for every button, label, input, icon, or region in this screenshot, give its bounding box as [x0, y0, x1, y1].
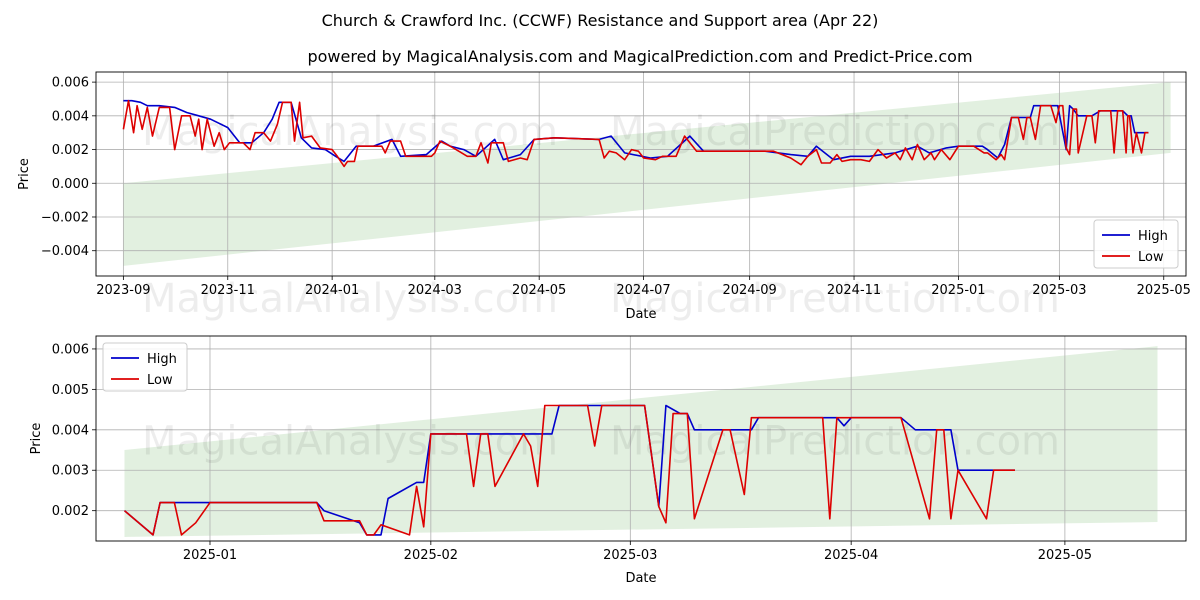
y-tick-label: 0.000 — [52, 177, 89, 192]
y-tick-label: 0.004 — [52, 423, 89, 438]
legend-label-high: High — [147, 352, 177, 367]
x-tick-label: 2025-02 — [404, 548, 458, 563]
watermark-right: MagicalPrediction.com — [610, 276, 1060, 322]
y-tick-label: 0.002 — [52, 143, 89, 158]
x-tick-label: 2025-04 — [824, 548, 878, 563]
x-tick-label: 2023-11 — [201, 283, 255, 298]
x-tick-label: 2024-07 — [616, 283, 670, 298]
y-tick-label: 0.004 — [52, 109, 89, 124]
y-tick-label: −0.002 — [41, 210, 89, 225]
legend-label-low: Low — [1138, 250, 1164, 265]
x-tick-label: 2024-05 — [512, 283, 566, 298]
watermark-left: MagicalAnalysis.com — [142, 276, 558, 322]
y-tick-label: 0.005 — [52, 383, 89, 398]
plot-frame — [95, 335, 1187, 542]
x-tick-label: 2025-03 — [1032, 283, 1086, 298]
y-tick-label: 0.002 — [52, 504, 89, 519]
x-axis-label: Date — [625, 307, 656, 322]
x-tick-label: 2025-05 — [1137, 283, 1191, 298]
chart-title: Church & Crawford Inc. (CCWF) Resistance… — [322, 11, 879, 30]
x-axis-label: Date — [625, 571, 656, 586]
chart-subtitle: powered by MagicalAnalysis.com and Magic… — [307, 47, 972, 66]
legend: High Low — [1093, 219, 1179, 269]
y-axis-label: Price — [29, 423, 44, 455]
support-resistance-band — [123, 82, 1171, 266]
y-tick-label: 0.006 — [52, 76, 89, 91]
plot-frame — [95, 71, 1187, 277]
legend-box — [1093, 219, 1179, 269]
watermark-left: MagicalAnalysis.com — [142, 419, 558, 465]
legend-label-low: Low — [147, 373, 173, 388]
top-chart-panel: 2023-09 2023-11 2024-01 2024-03 2024-05 2024-… — [17, 71, 1191, 322]
x-tick-label: 2025-05 — [1038, 548, 1092, 563]
watermark-left: MagicalAnalysis.com — [142, 109, 558, 155]
x-tick-label: 2024-03 — [408, 283, 462, 298]
x-tick-label: 2024-01 — [305, 283, 359, 298]
x-tick-label: 2024-11 — [827, 283, 881, 298]
y-tick-label: 0.003 — [52, 464, 89, 479]
series-line-low — [123, 404, 1015, 536]
x-tick-label: 2025-03 — [603, 548, 657, 563]
support-resistance-band — [124, 346, 1158, 537]
y-tick-label: 0.006 — [52, 342, 89, 357]
legend: High Low — [102, 342, 188, 392]
x-tick-label: 2024-09 — [722, 283, 776, 298]
y-axis-label: Price — [17, 158, 32, 190]
x-tick-label: 2023-09 — [96, 283, 150, 298]
legend-box — [102, 342, 188, 392]
bottom-chart-panel: 2025-01 2025-02 2025-03 2025-04 2025-05 0.002… — [29, 335, 1187, 586]
x-tick-label: 2025-01 — [183, 548, 237, 563]
legend-label-high: High — [1138, 229, 1168, 244]
x-tick-label: 2025-01 — [931, 283, 985, 298]
series-line-low — [122, 99, 1149, 168]
y-tick-label: −0.004 — [41, 244, 89, 259]
